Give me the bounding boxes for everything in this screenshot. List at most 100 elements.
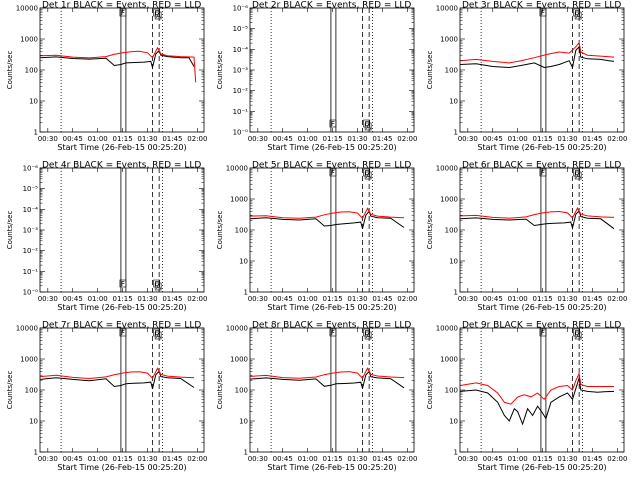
y-tick-label: 10⁻⁵ [233,25,249,33]
plot-frame [39,7,205,133]
x-tick-label: 00:45 [483,295,503,303]
y-axis-label: Counts/sec [426,51,434,90]
y-tick-label: 10⁻⁰ [233,129,249,137]
marker-flag-d: D [363,119,370,128]
y-axis-label: Counts/sec [6,211,14,250]
x-tick-label: 01:00 [88,295,108,303]
marker-flag-f: F [329,168,337,177]
x-tick-label: 00:30 [458,455,478,463]
marker-flag-label: F [121,280,125,288]
series-lld [460,41,615,64]
panel-title: Det 7r BLACK = Events, RED = LLD [42,321,201,331]
y-tick-label: 10000 [16,5,38,13]
y-axis: 10⁻⁰ 10⁻¹ 10⁻² 10⁻³ 10⁻⁴ 10⁻⁵ 10⁻⁶ Counts/sec [216,5,414,137]
y-tick-label: 10⁻¹ [233,108,249,116]
marker-flag-a: A [574,331,582,340]
marker-flag-d: D [153,328,160,337]
marker-flag-d: D [153,8,160,17]
marker-flag-f: F [539,168,547,177]
y-axis: 1 10 100 1000 10000 Counts/sec [426,165,624,297]
x-tick-label: 01:00 [298,295,318,303]
x-tick-label: 02:00 [607,135,627,143]
marker-flag-label: A [576,332,581,340]
x-tick-label: 01:45 [372,295,392,303]
marker-flag-label: A [156,332,161,340]
y-tick-label: 10 [449,258,458,266]
x-axis: 00:30 00:45 01:00 01:15 01:30 01:45 02:00Start… [248,168,417,312]
x-tick-label: 00:30 [248,135,268,143]
vertical-markers [60,168,163,292]
x-tick-label: 01:30 [557,455,577,463]
marker-flag-label: D [575,169,580,177]
y-tick-label: 1000 [440,36,458,44]
series-lld [40,367,195,380]
marker-flag-d: D [573,328,580,337]
panel-title: Det 2r BLACK = Events, RED = LLD [252,1,411,11]
x-tick-label: 01:45 [582,135,602,143]
x-axis: 00:30 00:45 01:00 01:15 01:30 01:45 02:00Start… [38,328,207,472]
x-axis-label: Start Time (26-Feb-15 00:25:20) [57,303,186,312]
y-axis-label: Counts/sec [216,371,224,410]
x-tick-label: 00:45 [483,455,503,463]
y-tick-label: 10⁻⁴ [23,206,39,214]
panel-title: Det 8r BLACK = Events, RED = LLD [252,321,411,331]
series-events [40,49,195,70]
x-tick-label: 01:45 [372,455,392,463]
x-tick-label: 01:00 [88,455,108,463]
x-tick-label: 01:30 [557,295,577,303]
x-tick-label: 01:30 [347,135,367,143]
x-tick-label: 00:30 [38,295,58,303]
marker-flag-label: D [155,9,160,17]
y-tick-label: 1000 [440,196,458,204]
y-tick-label: 1 [454,289,458,297]
x-tick-label: 01:15 [532,455,552,463]
series-lld [250,367,405,379]
marker-flag-label: D [155,329,160,337]
vertical-markers [480,8,583,132]
vertical-markers [270,8,373,132]
y-tick-label: 1 [34,129,38,137]
plot-frame [459,167,625,293]
y-axis-label: Counts/sec [426,211,434,250]
x-tick-label: 02:00 [397,455,417,463]
marker-flag-a: A [364,171,372,180]
x-tick-label: 01:15 [322,135,342,143]
y-axis-label: Counts/sec [216,211,224,250]
y-tick-label: 1 [454,449,458,457]
x-tick-label: 01:15 [112,135,132,143]
x-tick-label: 01:15 [112,295,132,303]
y-tick-label: 10000 [436,325,458,333]
x-tick-label: 01:00 [508,295,528,303]
x-tick-label: 01:15 [532,135,552,143]
marker-flag-label: A [366,172,371,180]
y-tick-label: 1000 [230,196,248,204]
y-tick-label: 1 [244,289,248,297]
x-tick-label: 01:15 [112,455,132,463]
marker-flag-label: A [156,12,161,20]
x-axis-label: Start Time (26-Feb-15 00:25:20) [477,463,606,472]
x-tick-label: 01:15 [322,455,342,463]
x-axis: 00:30 00:45 01:00 01:15 01:30 01:45 02:00Start… [458,328,627,472]
x-tick-label: 01:45 [582,455,602,463]
x-tick-label: 00:45 [483,135,503,143]
y-tick-label: 10⁻⁶ [23,165,39,173]
marker-flag-label: F [331,120,335,128]
x-tick-label: 01:30 [137,135,157,143]
y-tick-label: 10000 [226,165,248,173]
series-lld [460,371,614,405]
y-tick-label: 10 [449,418,458,426]
panel-title: Det 1r BLACK = Events, RED = LLD [42,1,201,11]
x-axis-label: Start Time (26-Feb-15 00:25:20) [57,143,186,152]
x-axis: 00:30 00:45 01:00 01:15 01:30 01:45 02:00Start… [38,168,207,312]
marker-flag-a: A [364,331,372,340]
y-tick-label: 1 [244,449,248,457]
y-tick-label: 100 [25,387,38,395]
y-tick-label: 100 [235,387,248,395]
y-tick-label: 10⁻⁰ [23,289,39,297]
plot-frame [459,7,625,133]
y-tick-label: 100 [445,227,458,235]
